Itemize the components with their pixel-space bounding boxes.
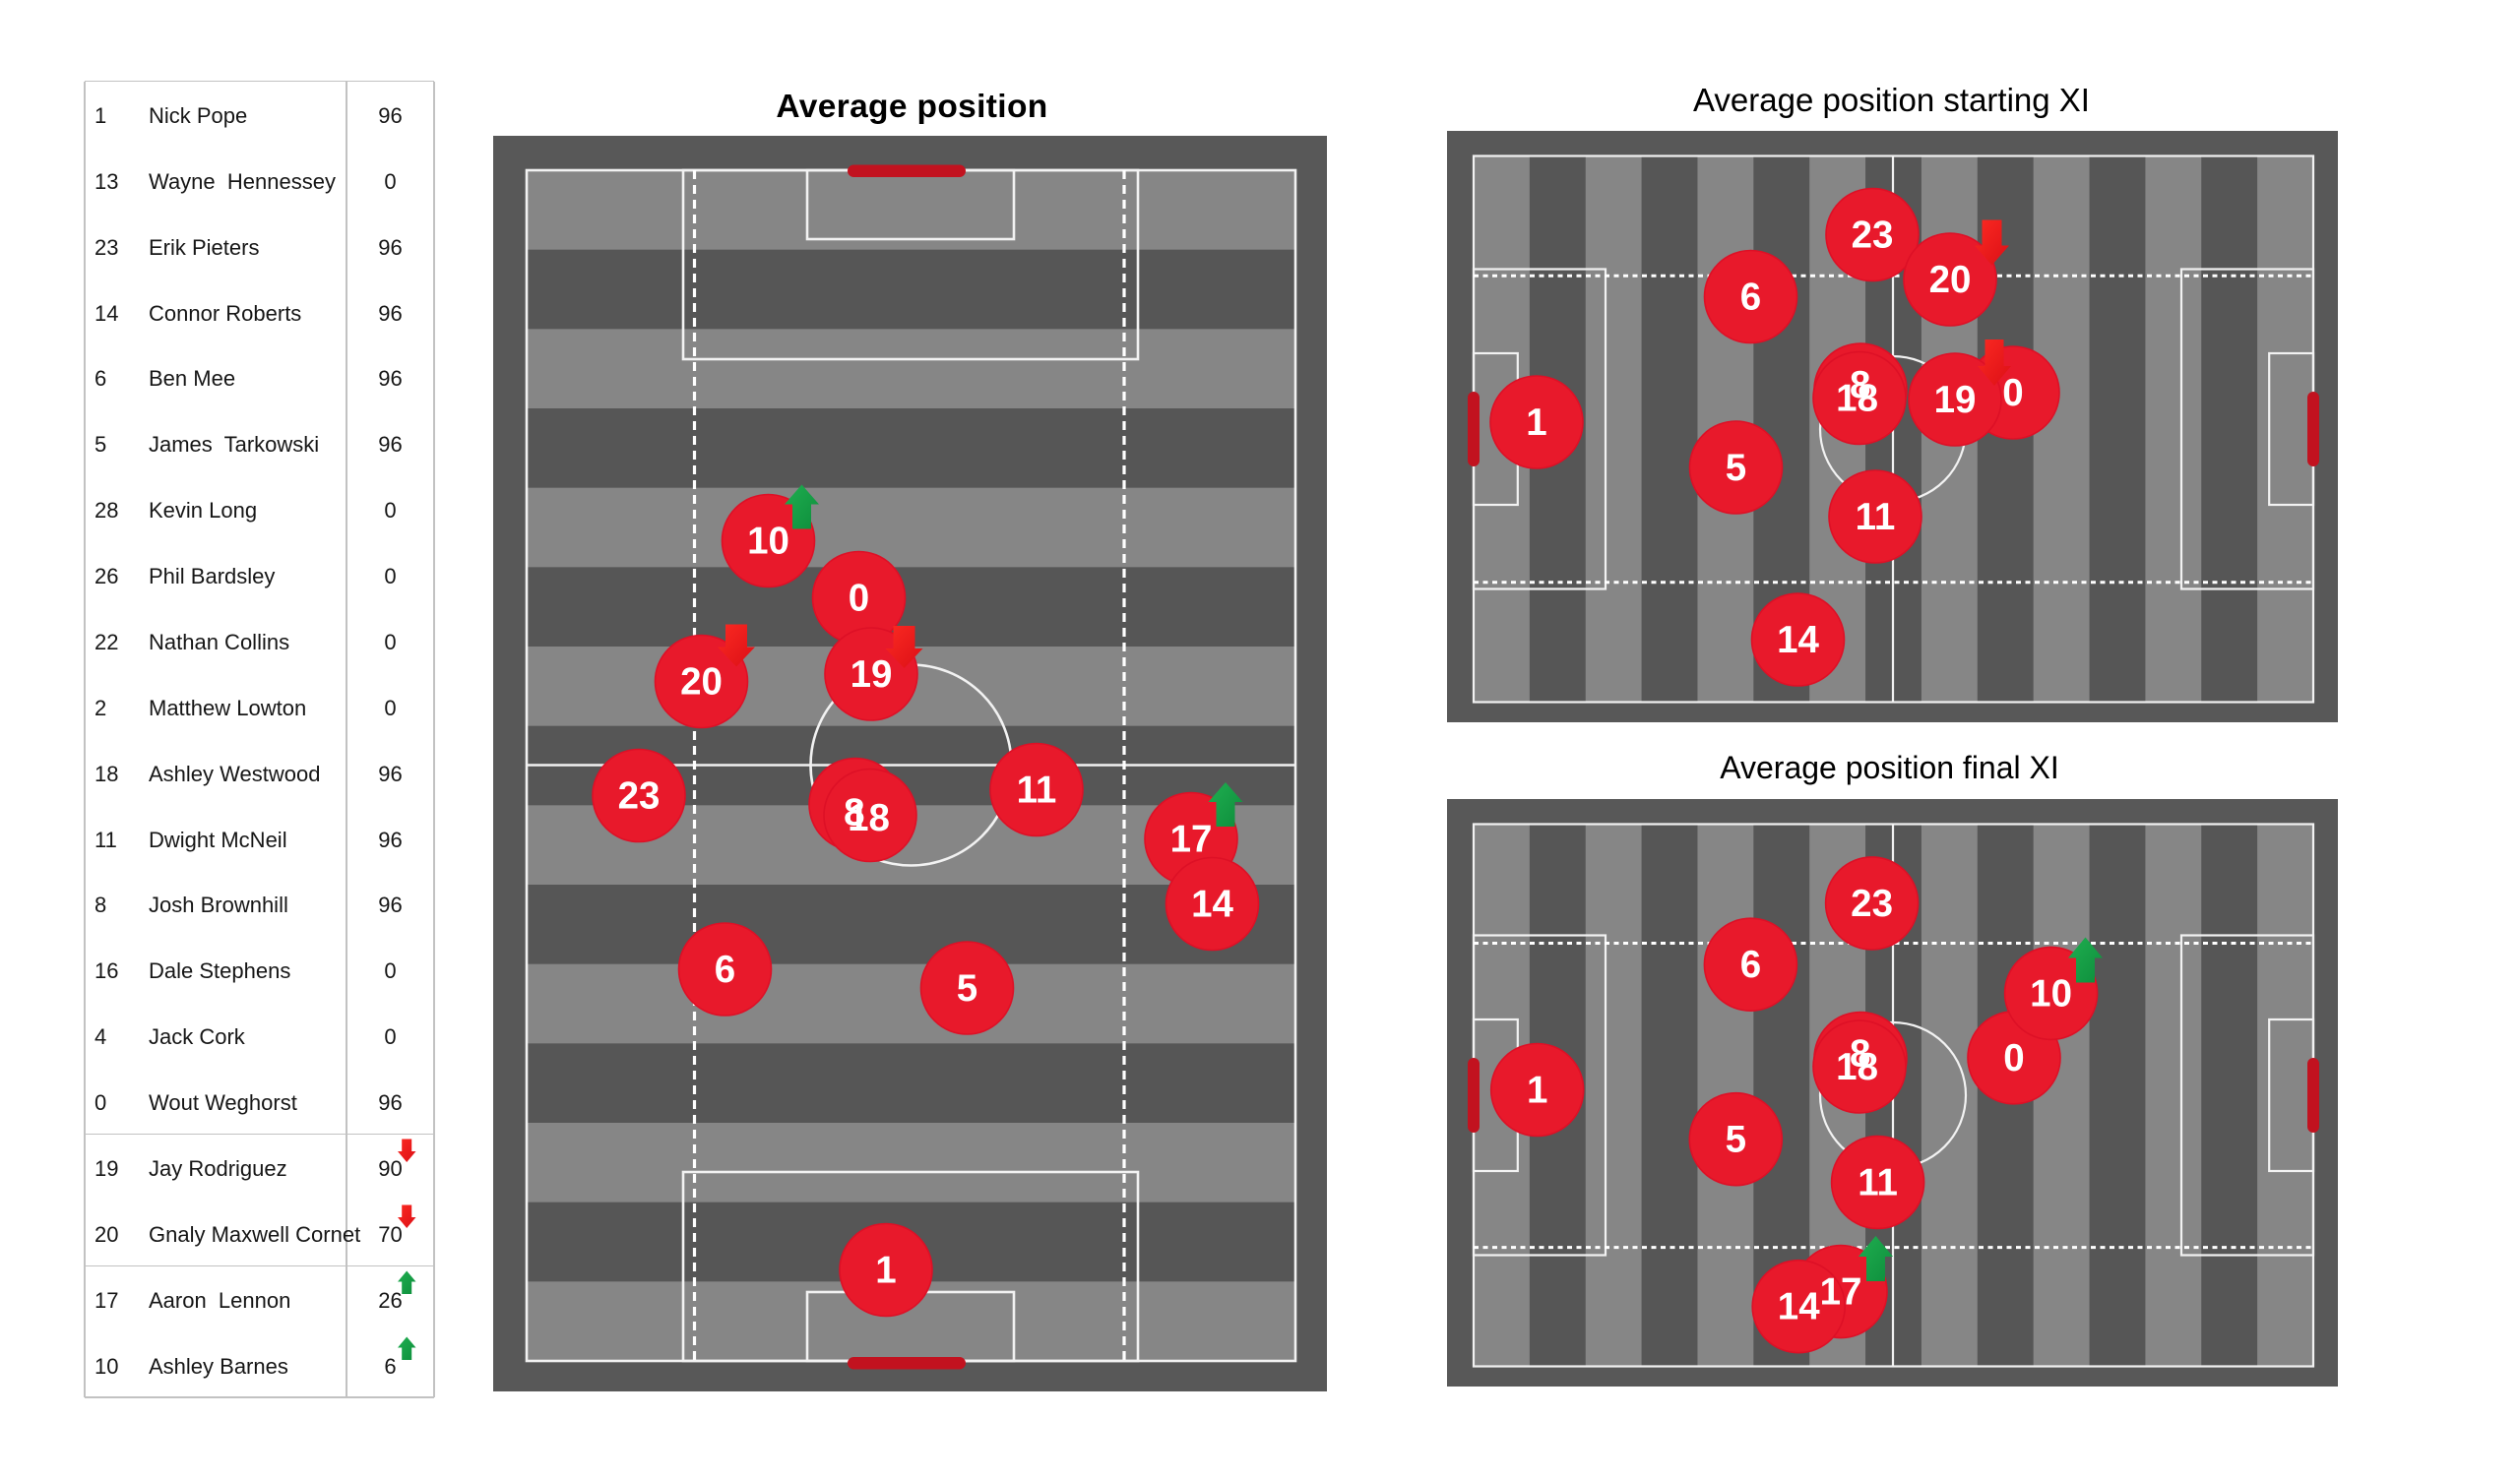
svg-text:0: 0 [2003, 1036, 2024, 1079]
svg-text:1: 1 [1527, 1069, 1547, 1111]
svg-text:1: 1 [1526, 401, 1546, 444]
svg-text:11: 11 [1856, 496, 1896, 538]
svg-text:23: 23 [1852, 215, 1894, 257]
svg-text:10: 10 [747, 521, 789, 563]
svg-text:18: 18 [1836, 1046, 1878, 1088]
svg-text:20: 20 [680, 661, 723, 704]
svg-text:6: 6 [715, 949, 735, 991]
svg-text:10: 10 [2030, 972, 2072, 1015]
svg-text:14: 14 [1778, 1285, 1820, 1327]
svg-text:8: 8 [1850, 364, 1870, 406]
svg-text:18: 18 [848, 797, 890, 839]
svg-text:19: 19 [1934, 379, 1977, 421]
svg-text:11: 11 [1858, 1161, 1898, 1203]
svg-text:23: 23 [1851, 882, 1893, 924]
svg-text:0: 0 [849, 578, 869, 620]
svg-text:19: 19 [850, 653, 893, 696]
svg-text:5: 5 [957, 967, 977, 1010]
svg-text:1: 1 [875, 1250, 896, 1292]
svg-text:5: 5 [1726, 1118, 1746, 1160]
svg-text:11: 11 [1017, 770, 1057, 812]
svg-text:6: 6 [1740, 944, 1761, 986]
svg-text:14: 14 [1777, 619, 1819, 661]
svg-text:8: 8 [1850, 1032, 1870, 1075]
svg-text:14: 14 [1191, 884, 1233, 926]
svg-text:0: 0 [2002, 372, 2023, 414]
svg-text:20: 20 [1929, 259, 1972, 301]
svg-text:23: 23 [618, 775, 661, 818]
svg-text:17: 17 [1170, 819, 1213, 861]
svg-text:18: 18 [1836, 378, 1878, 420]
svg-text:17: 17 [1820, 1270, 1862, 1313]
svg-text:8: 8 [844, 792, 864, 834]
svg-text:5: 5 [1726, 447, 1746, 489]
svg-text:6: 6 [1740, 277, 1761, 319]
